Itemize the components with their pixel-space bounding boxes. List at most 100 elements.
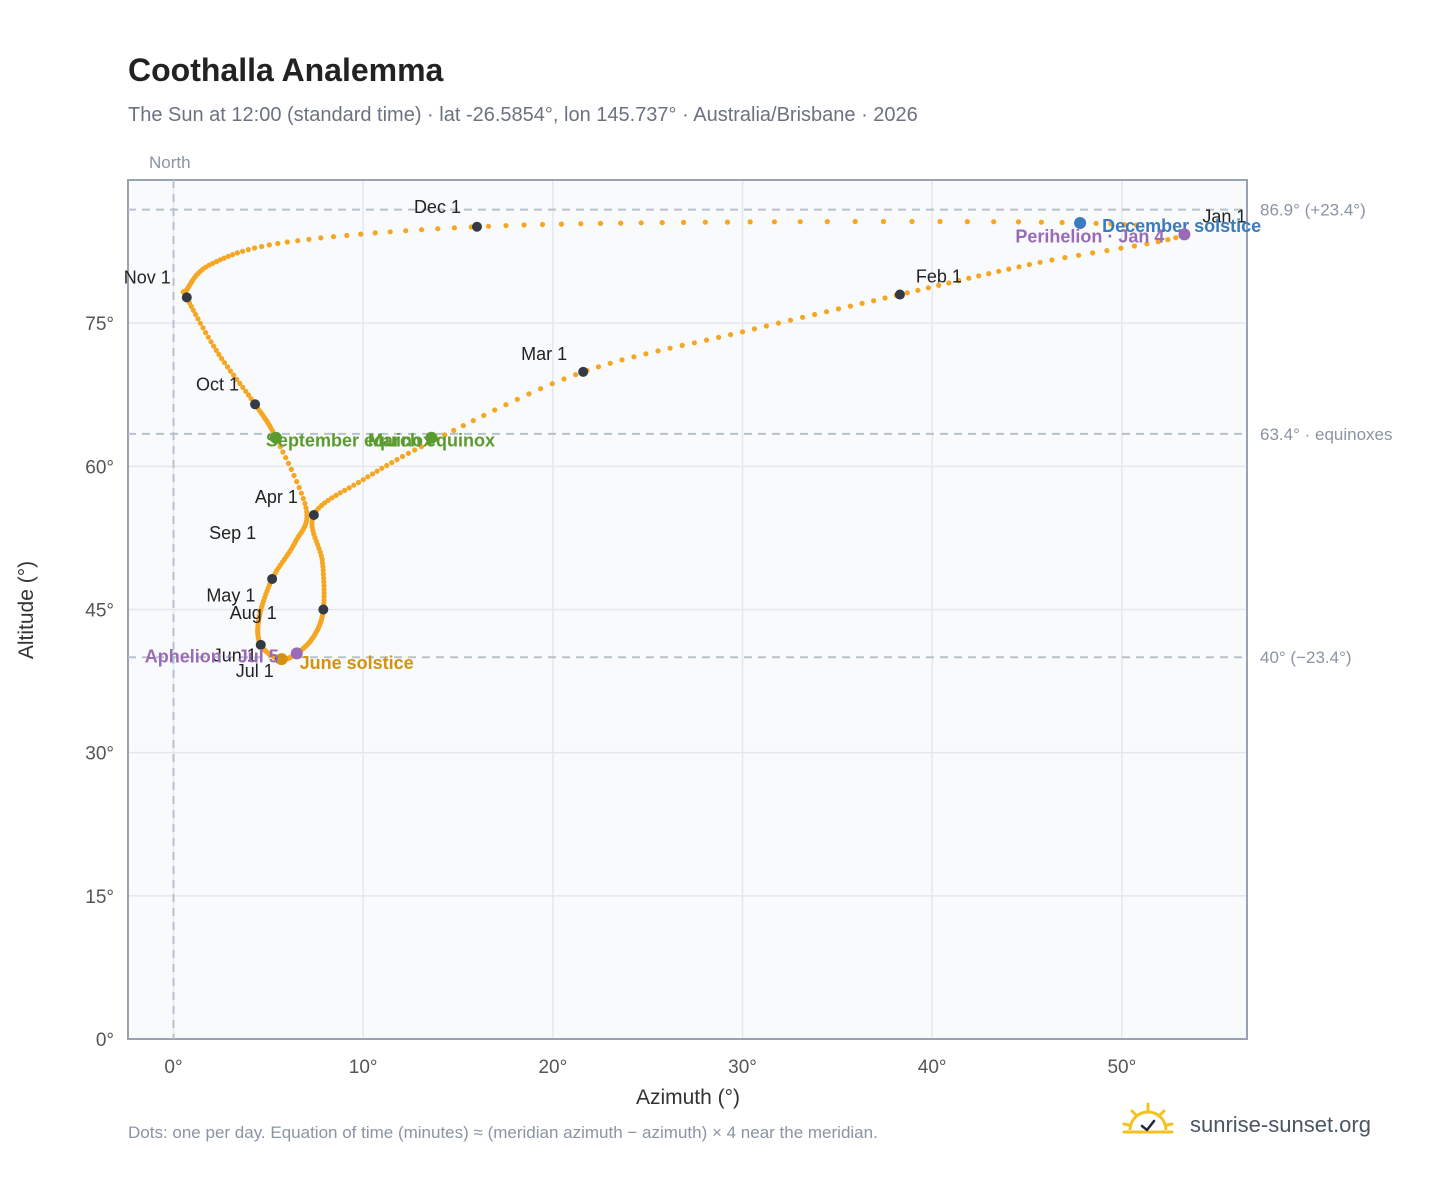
daily-sun-dot bbox=[285, 460, 292, 466]
month-marker-label: Jan 1 bbox=[1202, 206, 1246, 226]
event-marker-dot bbox=[1178, 228, 1191, 241]
daily-sun-dot bbox=[1015, 219, 1022, 225]
reference-lines: 86.9° (+23.4°) 63.4° · equinoxes 40° (−23.… bbox=[128, 180, 1393, 1039]
daily-sun-dot bbox=[976, 273, 982, 279]
daily-sun-dot bbox=[702, 219, 708, 225]
month-marker-label: Dec 1 bbox=[414, 197, 461, 217]
daily-sun-dot bbox=[659, 220, 665, 226]
daily-sun-dot bbox=[775, 320, 782, 326]
daily-sun-dot bbox=[812, 311, 818, 318]
daily-sun-dot bbox=[304, 509, 310, 515]
daily-sun-dot bbox=[549, 381, 555, 387]
daily-sun-dot bbox=[558, 221, 565, 227]
daily-sun-dot bbox=[485, 223, 492, 229]
daily-sun-dot bbox=[435, 226, 441, 232]
daily-sun-dot bbox=[387, 229, 393, 235]
daily-sun-dot bbox=[213, 347, 219, 353]
daily-sun-dot bbox=[321, 583, 327, 589]
month-marker-dot bbox=[578, 366, 589, 377]
daily-sun-dot bbox=[298, 490, 304, 496]
daily-sun-dot bbox=[217, 257, 223, 263]
daily-sun-dot bbox=[320, 567, 326, 573]
daily-sun-dot bbox=[1104, 248, 1110, 254]
event-marker-dot bbox=[269, 431, 282, 444]
daily-sun-dot bbox=[514, 396, 520, 402]
daily-sun-dot bbox=[618, 220, 624, 226]
daily-sun-dot bbox=[631, 354, 637, 360]
daily-sun-dot bbox=[763, 323, 770, 329]
brand-name: sunrise-sunset.org bbox=[1190, 1112, 1371, 1137]
daily-sun-dot bbox=[389, 460, 395, 466]
daily-sun-dot bbox=[986, 271, 992, 277]
daily-sun-dot bbox=[294, 479, 300, 485]
daily-sun-dot bbox=[291, 472, 297, 479]
daily-sun-dot bbox=[797, 219, 803, 225]
daily-sun-dot bbox=[275, 240, 281, 247]
month-marker-dot bbox=[308, 510, 319, 521]
daily-sun-dot bbox=[595, 364, 602, 370]
daily-sun-dot bbox=[365, 474, 371, 480]
daily-sun-dot bbox=[252, 245, 258, 251]
daily-sun-dot bbox=[751, 326, 758, 332]
daily-sun-dot bbox=[824, 309, 830, 315]
daily-sun-dot bbox=[1026, 261, 1032, 268]
daily-sun-dot bbox=[280, 449, 286, 455]
daily-sun-dot bbox=[303, 505, 309, 511]
daily-sun-dot bbox=[221, 360, 228, 366]
month-marker-dot bbox=[318, 604, 329, 615]
sun-logo-icon bbox=[1122, 1102, 1174, 1134]
daily-sun-dot bbox=[240, 384, 246, 390]
daily-sun-dot bbox=[384, 462, 390, 469]
daily-sun-dot bbox=[728, 332, 734, 338]
month-marker-dot bbox=[255, 639, 266, 650]
daily-sun-dot bbox=[880, 218, 887, 225]
daily-sun-dot bbox=[937, 218, 943, 225]
month-marker-label: May 1 bbox=[206, 586, 255, 606]
daily-sun-dot bbox=[197, 320, 203, 326]
daily-sun-dot bbox=[403, 228, 409, 234]
daily-sun-dot bbox=[346, 485, 352, 491]
daily-sun-dot bbox=[521, 222, 527, 228]
daily-sun-dot bbox=[503, 223, 509, 229]
daily-sun-dot bbox=[909, 218, 915, 225]
y-tick-label: 45° bbox=[85, 601, 114, 622]
daily-sun-dot bbox=[578, 221, 584, 227]
daily-sun-dot bbox=[871, 298, 877, 304]
daily-sun-dot bbox=[193, 311, 199, 318]
reference-line-label: 63.4° · equinoxes bbox=[1260, 425, 1393, 444]
y-tick-label: 60° bbox=[85, 457, 114, 478]
daily-sun-dot bbox=[369, 471, 376, 477]
daily-sun-dot bbox=[211, 343, 217, 349]
x-tick-label: 50° bbox=[1107, 1057, 1136, 1078]
daily-sun-dot bbox=[321, 575, 327, 581]
daily-sun-dot bbox=[296, 484, 302, 491]
event-marker-dot bbox=[290, 647, 303, 660]
daily-sun-dot bbox=[852, 218, 858, 225]
daily-sun-dot bbox=[679, 342, 685, 348]
daily-sun-dot bbox=[1121, 221, 1127, 228]
brand-link[interactable]: sunrise-sunset.org bbox=[1120, 1100, 1390, 1148]
daily-sun-dot bbox=[237, 380, 243, 386]
month-marker-label: Nov 1 bbox=[124, 267, 171, 287]
daily-sun-dot bbox=[716, 334, 722, 340]
daily-sun-dot bbox=[451, 225, 457, 231]
daily-sun-dot bbox=[219, 356, 225, 362]
daily-sun-dot bbox=[394, 457, 400, 463]
event-marker-label: Perihelion · Jan 4 bbox=[1015, 226, 1164, 246]
daily-sun-dot bbox=[208, 339, 214, 345]
daily-sun-dot bbox=[405, 450, 411, 456]
daily-sun-dot bbox=[655, 348, 661, 354]
month-marker-label: Oct 1 bbox=[196, 374, 239, 394]
daily-sun-dot bbox=[200, 325, 206, 331]
daily-sun-dot bbox=[1165, 237, 1171, 243]
daily-sun-dot bbox=[925, 285, 932, 291]
month-marker-dot bbox=[894, 289, 905, 300]
plot-frame bbox=[127, 179, 1248, 1040]
event-marker-label: Aphelion · Jul 5 bbox=[145, 646, 279, 666]
month-marker-label: Aug 1 bbox=[230, 603, 277, 623]
month-marker-label: Feb 1 bbox=[916, 267, 962, 287]
daily-sun-dot bbox=[419, 227, 425, 233]
daily-sun-dot bbox=[936, 282, 942, 288]
daily-sun-dot bbox=[243, 388, 249, 394]
